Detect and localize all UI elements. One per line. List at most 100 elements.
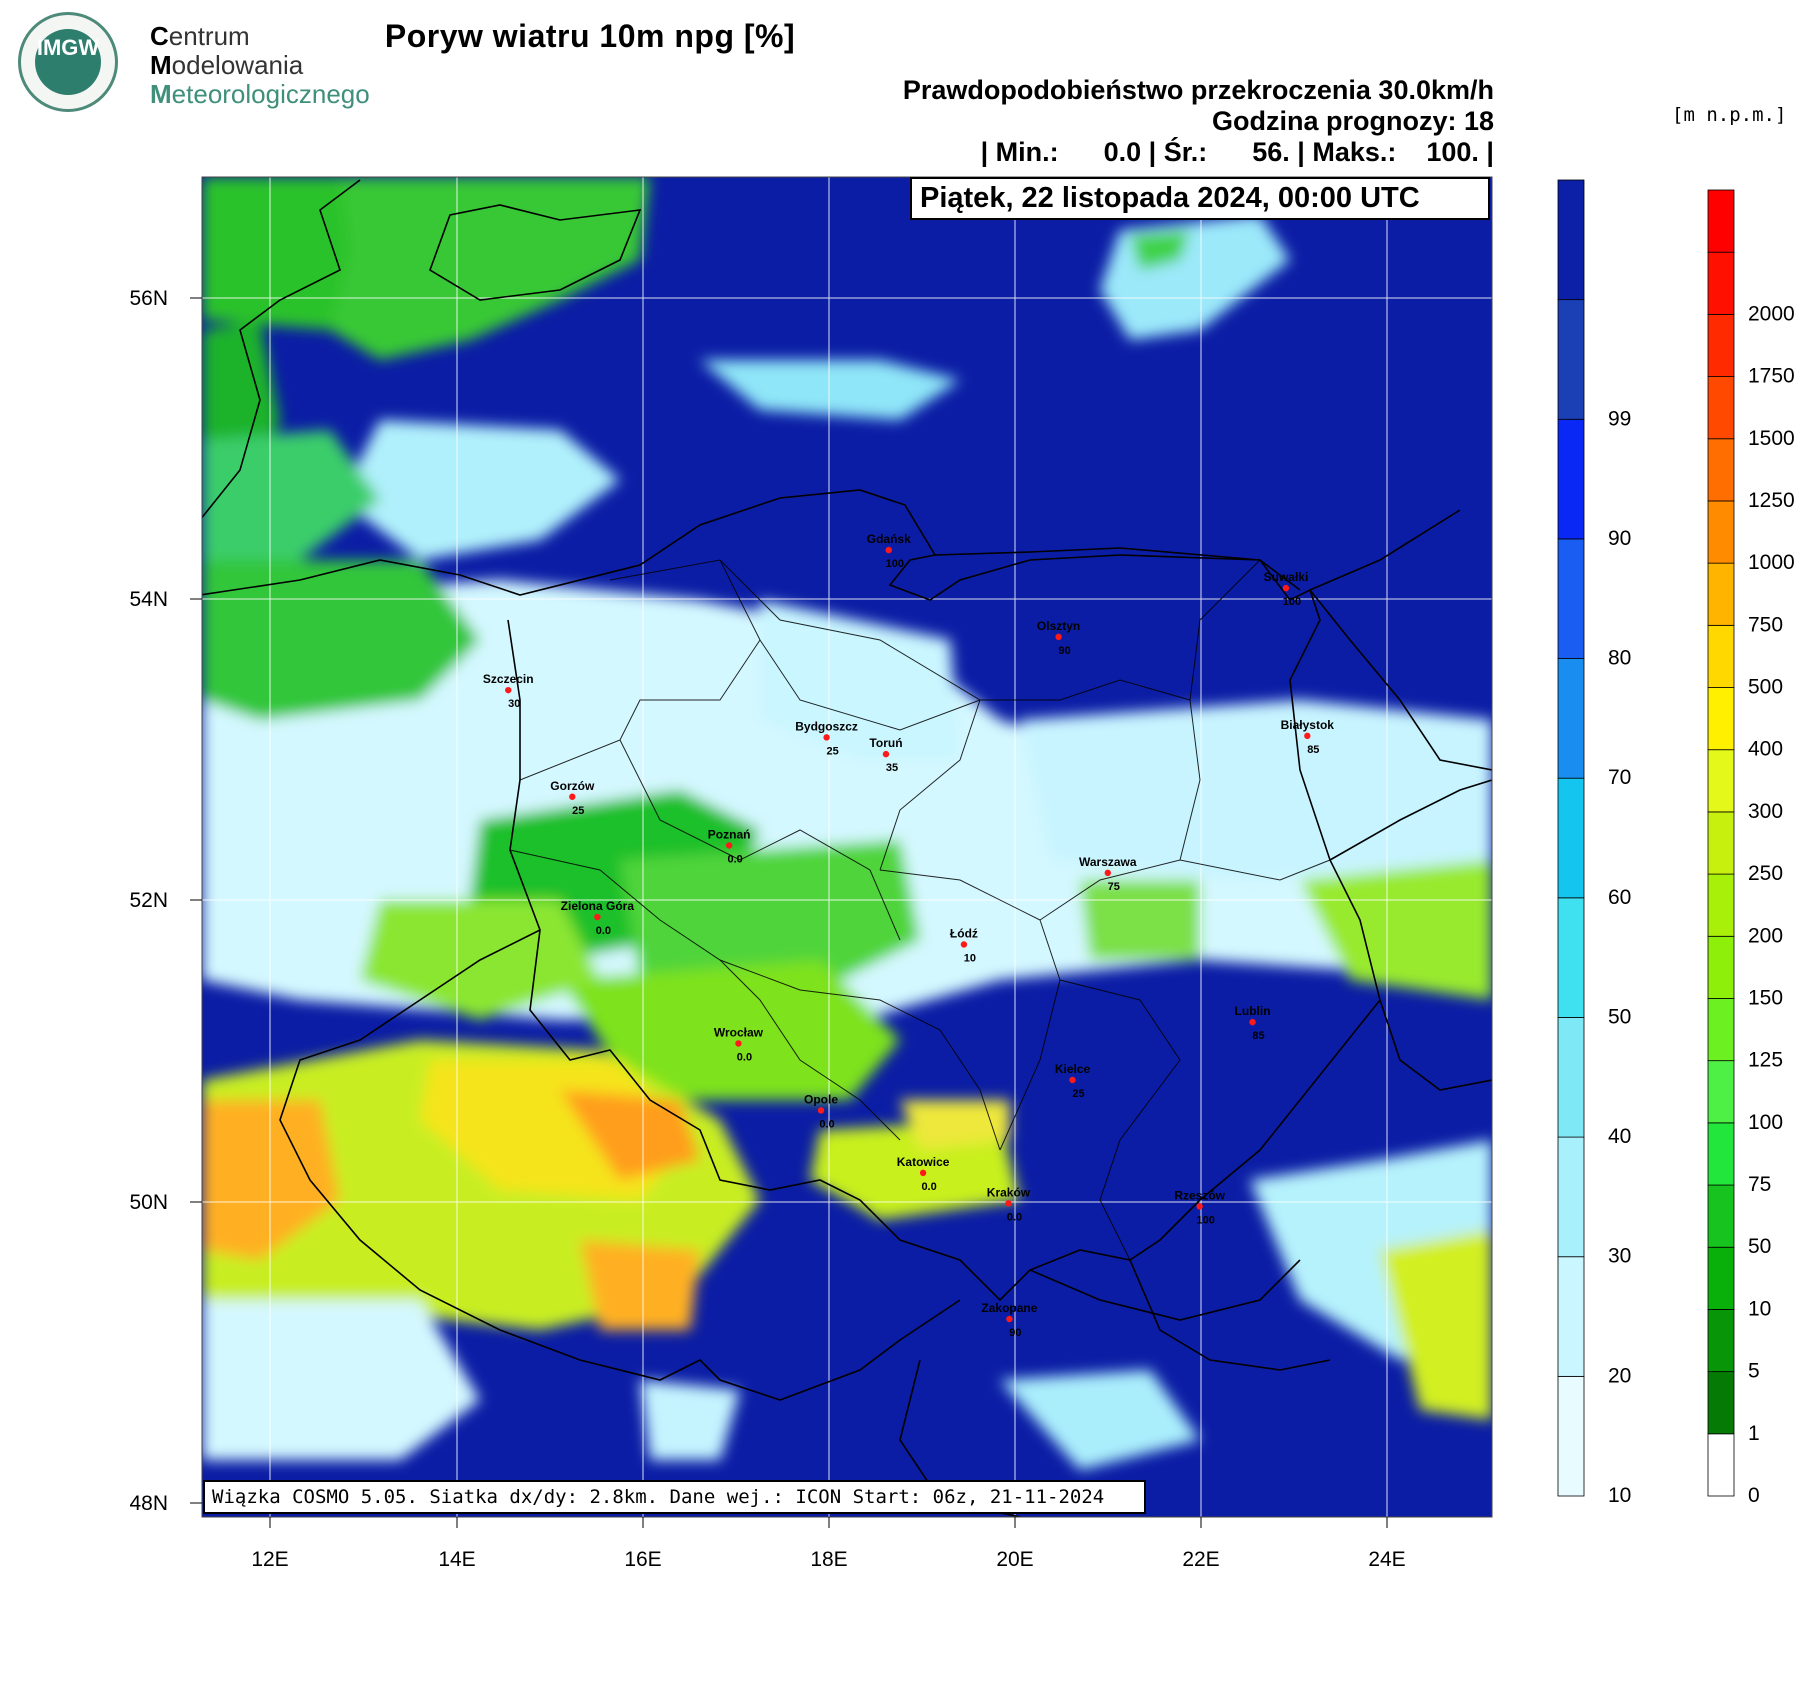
elev-label-5: 5 xyxy=(1748,1360,1760,1383)
admin-boundaries xyxy=(509,559,1331,1261)
boundaries xyxy=(202,179,1492,1517)
city-value-kielce: 25 xyxy=(1072,1088,1084,1100)
elev-label-50: 50 xyxy=(1748,1235,1771,1258)
elev-label-250: 250 xyxy=(1748,862,1783,885)
city-dot-zakopane xyxy=(1006,1315,1013,1323)
elev-swatch-14 xyxy=(1707,562,1735,626)
elev-swatch-0 xyxy=(1707,1433,1735,1497)
city-dot-katowice xyxy=(919,1169,927,1177)
elev-swatch-5 xyxy=(1707,1122,1735,1186)
czech-border xyxy=(279,929,961,1401)
prob-swatch-9 xyxy=(1557,299,1585,420)
lat-label-56n: 56N xyxy=(129,287,168,310)
elev-label-500: 500 xyxy=(1748,676,1783,699)
lon-label-22e: 22E xyxy=(1182,1548,1219,1571)
city-value-katowice: 0.0 xyxy=(921,1181,936,1193)
city-name-szczecin: Szczecin xyxy=(483,672,534,686)
city-dot-białystok xyxy=(1304,732,1311,740)
prob-label-10: 10 xyxy=(1608,1484,1631,1507)
elev-swatch-13 xyxy=(1707,624,1735,688)
city-value-zielona-góra: 0.0 xyxy=(596,925,611,937)
city-value-gdańsk: 100 xyxy=(886,558,904,570)
elev-label-1500: 1500 xyxy=(1748,427,1795,450)
lat-label-54n: 54N xyxy=(129,588,168,611)
elev-label-0: 0 xyxy=(1748,1484,1760,1507)
lon-label-20e: 20E xyxy=(996,1548,1033,1571)
lon-label-14e: 14E xyxy=(438,1548,475,1571)
city-dot-szczecin xyxy=(505,686,512,694)
elev-swatch-6 xyxy=(1707,1060,1735,1124)
baltic-coastline xyxy=(202,489,1301,601)
city-dot-zielona-góra xyxy=(594,913,601,921)
prob-swatch-5 xyxy=(1557,777,1585,899)
city-value-szczecin: 30 xyxy=(508,698,520,710)
prob-swatch-3 xyxy=(1557,1017,1585,1138)
field-west-green xyxy=(202,560,480,720)
lon-label-12e: 12E xyxy=(251,1548,288,1571)
prob-swatch-7 xyxy=(1557,538,1585,659)
elev-swatch-9 xyxy=(1707,873,1735,937)
elev-swatch-17 xyxy=(1707,376,1735,440)
city-value-toruń: 35 xyxy=(886,762,898,774)
map-subtitle: Prawdopodobieństwo przekroczenia 30.0km/… xyxy=(902,75,1494,105)
prob-label-80: 80 xyxy=(1608,647,1631,670)
elev-swatch-8 xyxy=(1707,935,1735,999)
field-south-orange xyxy=(202,1100,340,1260)
city-name-gorzów: Gorzów xyxy=(550,779,595,793)
city-name-wrocław: Wrocław xyxy=(714,1025,764,1039)
city-name-gdańsk: Gdańsk xyxy=(867,532,911,546)
city-value-rzeszów: 100 xyxy=(1196,1214,1214,1226)
city-dot-wrocław xyxy=(735,1040,742,1047)
city-dot-bydgoszcz xyxy=(823,734,830,741)
city-dot-rzeszów xyxy=(1196,1203,1203,1210)
elev-swatch-7 xyxy=(1707,998,1735,1062)
lon-label-16e: 16E xyxy=(624,1548,661,1571)
prob-swatch-1 xyxy=(1557,1256,1585,1377)
city-name-olsztyn: Olsztyn xyxy=(1037,619,1080,633)
elev-swatch-2 xyxy=(1707,1309,1735,1373)
elev-swatch-20 xyxy=(1707,189,1735,253)
prob-label-99: 99 xyxy=(1608,407,1631,430)
city-dot-olsztyn xyxy=(1055,633,1062,641)
city-dot-suwałki xyxy=(1282,584,1290,592)
elev-label-150: 150 xyxy=(1748,986,1783,1009)
valid-date-box: Piątek, 22 listopada 2024, 00:00 UTC xyxy=(910,177,1490,220)
elev-swatch-12 xyxy=(1707,687,1735,751)
city-value-olsztyn: 90 xyxy=(1058,645,1070,657)
prob-swatch-2 xyxy=(1557,1136,1585,1258)
city-name-kielce: Kielce xyxy=(1055,1062,1091,1076)
city-name-opole: Opole xyxy=(804,1092,838,1106)
city-value-lublin: 85 xyxy=(1252,1030,1264,1042)
y-axis: 56N 54N 52N 50N 48N xyxy=(129,287,202,1515)
imgw-logo: IMGW xyxy=(18,12,118,112)
city-dot-łódź xyxy=(960,941,968,948)
prob-label-40: 40 xyxy=(1608,1125,1631,1148)
lon-label-24e: 24E xyxy=(1368,1548,1405,1571)
kaliningrad-border xyxy=(934,547,1261,561)
city-name-łódź: Łódź xyxy=(950,926,978,940)
elev-swatch-1 xyxy=(1707,1371,1735,1435)
elev-label-10: 10 xyxy=(1748,1297,1771,1320)
city-value-łódź: 10 xyxy=(964,952,976,964)
elev-swatch-15 xyxy=(1707,500,1735,564)
slovakia-border xyxy=(1129,1259,1331,1371)
prob-swatch-4 xyxy=(1557,897,1585,1018)
elev-label-300: 300 xyxy=(1748,800,1783,823)
elev-swatch-3 xyxy=(1707,1246,1735,1310)
x-axis: 12E 14E 16E 18E 20E 22E 24E xyxy=(251,1517,1406,1571)
poland-border xyxy=(507,589,1381,1302)
lat-label-48n: 48N xyxy=(129,1492,168,1515)
map-title: Poryw wiatru 10m npg [%] xyxy=(384,18,796,54)
probability-field xyxy=(202,177,1492,1517)
city-name-toruń: Toruń xyxy=(869,736,902,750)
city-name-rzeszów: Rzeszów xyxy=(1174,1188,1225,1202)
city-dot-poznań xyxy=(725,842,733,849)
elev-label-75: 75 xyxy=(1748,1173,1771,1196)
city-value-opole: 0.0 xyxy=(819,1118,834,1130)
city-name-białystok: Białystok xyxy=(1281,718,1335,732)
city-name-warszawa: Warszawa xyxy=(1079,855,1137,869)
city-dot-kraków xyxy=(1005,1200,1012,1207)
elev-label-400: 400 xyxy=(1748,738,1783,761)
prob-swatch-10 xyxy=(1557,179,1585,301)
lon-label-18e: 18E xyxy=(810,1548,847,1571)
